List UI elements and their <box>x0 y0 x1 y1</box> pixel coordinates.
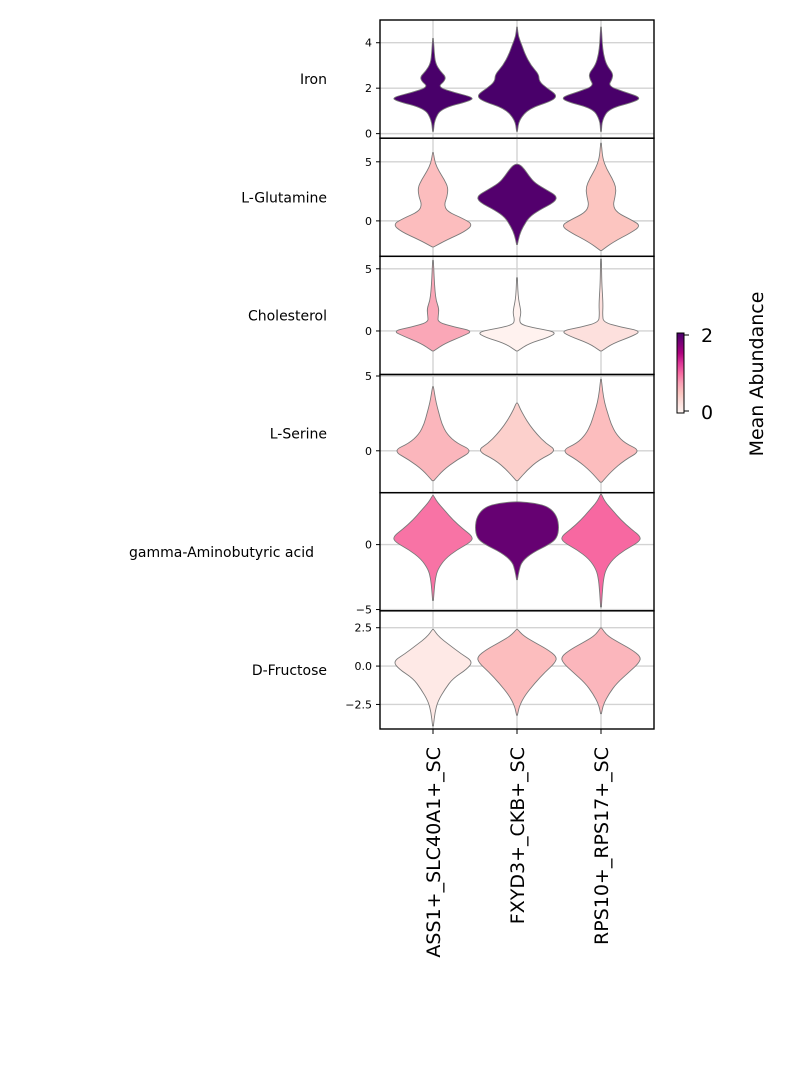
category-label-rps10-rps17-sc: RPS10+_RPS17+_SC <box>591 747 613 945</box>
ytick-label-gamma-aminobutyric-acid-0: −5 <box>356 604 372 617</box>
violin-cholesterol-ass1-slc40a1-sc <box>395 259 471 352</box>
ytick-label-d-fructose-1: 0.0 <box>355 660 373 673</box>
ytick-label-cholesterol-1: 5 <box>365 263 372 276</box>
violin-cholesterol-fxyd3-ckb-sc <box>479 277 555 352</box>
violin-l-serine-ass1-slc40a1-sc <box>396 386 470 482</box>
violin-iron-rps10-rps17-sc <box>562 26 640 132</box>
violin-iron-fxyd3-ckb-sc <box>477 26 557 132</box>
row-label-l-glutamine: L-Glutamine <box>241 190 327 206</box>
panel-gamma-aminobutyric-acid: −5 0 gamma-Aminobutyric acid <box>129 491 655 617</box>
ytick-label-iron-0: 0 <box>365 128 372 141</box>
panel-d-fructose: −2.5 0.0 2.5 D-Fructose <box>252 610 655 730</box>
ytick-label-l-glutamine-1: 5 <box>365 156 372 169</box>
violin-gamma-aminobutyric-acid-fxyd3-ckb-sc <box>475 501 559 581</box>
violin-l-glutamine-ass1-slc40a1-sc <box>394 151 472 248</box>
violin-panels: 0 2 4 Iron 0 5 L-Glutamine 0 5 Cholesterol 0 5 L-Ser… <box>129 19 655 730</box>
colorbar-tick-min: 0 <box>701 402 713 424</box>
violin-gamma-aminobutyric-acid-rps10-rps17-sc <box>561 493 641 608</box>
ytick-label-d-fructose-0: −2.5 <box>345 698 372 711</box>
x-axis-category-labels: ASS1+_SLC40A1+_SC FXYD3+_CKB+_SC RPS10+_RP… <box>423 729 613 958</box>
colorbar-gradient <box>676 332 685 414</box>
colorbar-title: Mean Abundance <box>746 292 768 457</box>
ytick-label-l-glutamine-0: 0 <box>365 215 372 228</box>
violin-d-fructose-ass1-slc40a1-sc <box>394 628 472 727</box>
ytick-label-l-serine-1: 5 <box>365 370 372 383</box>
violin-gamma-aminobutyric-acid-ass1-slc40a1-sc <box>393 494 473 601</box>
ytick-label-l-serine-0: 0 <box>365 445 372 458</box>
colorbar-tick-max: 2 <box>701 325 713 347</box>
row-label-cholesterol: Cholesterol <box>248 308 327 324</box>
row-label-gamma-aminobutyric-acid: gamma-Aminobutyric acid <box>129 545 314 561</box>
ytick-label-iron-1: 2 <box>365 82 372 95</box>
ytick-label-gamma-aminobutyric-acid-1: 0 <box>365 539 372 552</box>
violin-d-fructose-fxyd3-ckb-sc <box>477 628 557 716</box>
ytick-label-cholesterol-0: 0 <box>365 325 372 338</box>
violin-l-serine-fxyd3-ckb-sc <box>480 402 554 482</box>
ytick-label-iron-2: 4 <box>365 37 372 50</box>
row-label-l-serine: L-Serine <box>270 427 327 443</box>
row-label-d-fructose: D-Fructose <box>252 663 327 679</box>
violin-l-glutamine-rps10-rps17-sc <box>563 142 639 251</box>
panel-l-serine: 0 5 L-Serine <box>270 370 655 494</box>
panel-iron: 0 2 4 Iron <box>300 19 655 141</box>
category-label-fxyd3-ckb-sc: FXYD3+_CKB+_SC <box>507 747 529 924</box>
row-label-iron: Iron <box>300 72 327 88</box>
panel-cholesterol: 0 5 Cholesterol <box>248 255 655 376</box>
colorbar: 2 0 Mean Abundance <box>676 292 768 457</box>
violin-l-glutamine-fxyd3-ckb-sc <box>477 163 557 245</box>
category-label-ass1-slc40a1-sc: ASS1+_SLC40A1+_SC <box>423 747 445 958</box>
violin-d-fructose-rps10-rps17-sc <box>561 627 641 715</box>
violin-cholesterol-rps10-rps17-sc <box>563 258 639 352</box>
violin-l-serine-rps10-rps17-sc <box>564 378 638 483</box>
ytick-label-d-fructose-2: 2.5 <box>355 622 373 635</box>
violin-iron-ass1-slc40a1-sc <box>393 37 473 132</box>
panel-l-glutamine: 0 5 L-Glutamine <box>241 137 655 258</box>
